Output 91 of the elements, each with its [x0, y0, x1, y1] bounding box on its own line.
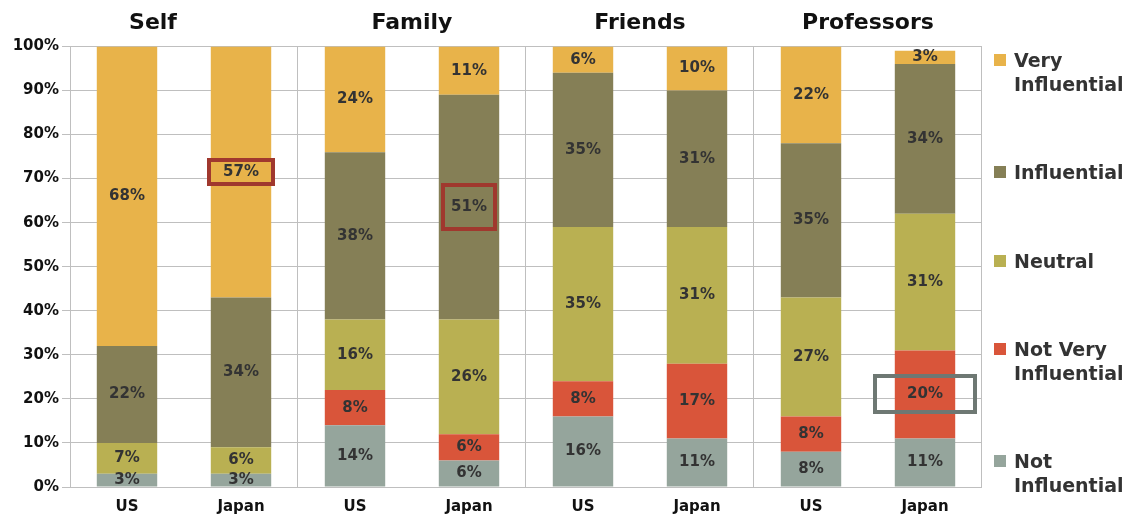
data-label: 31%	[679, 148, 715, 167]
data-label: 35%	[565, 294, 601, 313]
y-tick-label: 80%	[23, 124, 59, 143]
data-label: 14%	[337, 445, 373, 464]
data-label: 16%	[337, 344, 373, 363]
bar	[324, 425, 386, 487]
x-tick-label: Japan	[672, 496, 721, 515]
data-label: 11%	[679, 452, 715, 471]
chart-title: Professors	[802, 8, 934, 34]
bar	[324, 46, 386, 153]
bar	[438, 94, 500, 320]
bar	[210, 297, 272, 448]
data-label: 31%	[679, 285, 715, 304]
data-label: 31%	[907, 272, 943, 291]
bar	[666, 90, 728, 228]
bar	[96, 346, 158, 443]
bar	[552, 227, 614, 382]
y-tick-label: 0%	[33, 476, 59, 495]
data-label: 24%	[337, 89, 373, 108]
x-tick-label: Japan	[900, 496, 949, 515]
legend-label: Not Influential	[1014, 449, 1124, 497]
bar	[666, 363, 728, 439]
bar	[96, 46, 158, 347]
x-tick-label: US	[115, 496, 139, 515]
data-label: 6%	[456, 437, 482, 456]
legend-label: Not Very Influential	[1014, 336, 1124, 385]
bar	[438, 319, 500, 435]
data-label: 22%	[793, 84, 829, 103]
data-label: 6%	[570, 49, 596, 68]
data-label: 17%	[679, 390, 715, 409]
data-label: 10%	[679, 58, 715, 77]
data-label: 7%	[114, 448, 140, 467]
data-label: 8%	[798, 424, 824, 443]
bar	[894, 438, 956, 487]
data-label: 6%	[228, 450, 254, 469]
bar	[552, 416, 614, 487]
x-tick-label: US	[799, 496, 823, 515]
data-label: 51%	[451, 197, 487, 216]
bar	[324, 152, 386, 320]
data-label: 6%	[456, 463, 482, 482]
legend-label: Influential	[1014, 160, 1124, 185]
legend-label: Very Influential	[1014, 48, 1124, 96]
data-label: 20%	[907, 384, 943, 403]
data-label: 26%	[451, 366, 487, 385]
y-tick-label: 60%	[23, 212, 59, 231]
legend-label: Neutral	[1014, 248, 1095, 273]
x-tick-label: Japan	[444, 496, 493, 515]
data-label: 35%	[793, 210, 829, 229]
data-label: 16%	[565, 441, 601, 460]
data-label: 11%	[451, 60, 487, 79]
bar	[780, 297, 842, 417]
bar	[780, 143, 842, 298]
y-tick-label: 10%	[23, 432, 59, 451]
data-label: 68%	[109, 186, 145, 205]
bar	[894, 213, 956, 351]
data-label: 8%	[342, 397, 368, 416]
bar	[666, 227, 728, 364]
bar	[552, 72, 614, 228]
y-tick-label: 40%	[23, 300, 59, 319]
data-label: 34%	[907, 128, 943, 147]
y-tick-label: 30%	[23, 344, 59, 363]
y-tick-label: 70%	[23, 168, 59, 187]
x-tick-label: US	[343, 496, 367, 515]
y-tick-label: 100%	[12, 36, 59, 55]
y-tick-label: 20%	[23, 388, 59, 407]
data-label: 35%	[565, 139, 601, 158]
data-label: 8%	[798, 459, 824, 478]
data-label: 3%	[912, 47, 938, 66]
x-tick-label: US	[571, 496, 595, 515]
bar	[438, 46, 500, 95]
bar	[894, 64, 956, 214]
x-tick-label: Japan	[216, 496, 265, 515]
bar	[324, 319, 386, 391]
data-label: 22%	[109, 384, 145, 403]
data-label: 3%	[114, 470, 140, 489]
data-label: 11%	[907, 452, 943, 471]
bar	[780, 46, 842, 144]
bar	[780, 451, 842, 487]
bar	[552, 381, 614, 417]
data-label: 3%	[228, 470, 254, 489]
data-label: 27%	[793, 346, 829, 365]
chart-title: Friends	[594, 8, 686, 34]
bar	[666, 438, 728, 487]
data-label: 38%	[337, 225, 373, 244]
y-tick-label: 90%	[23, 80, 59, 99]
data-label: 34%	[223, 362, 259, 381]
y-tick-label: 50%	[23, 256, 59, 275]
data-label: 57%	[223, 161, 259, 180]
data-label: 8%	[570, 388, 596, 407]
chart-title: Family	[371, 8, 453, 34]
chart-title: Self	[129, 8, 178, 34]
